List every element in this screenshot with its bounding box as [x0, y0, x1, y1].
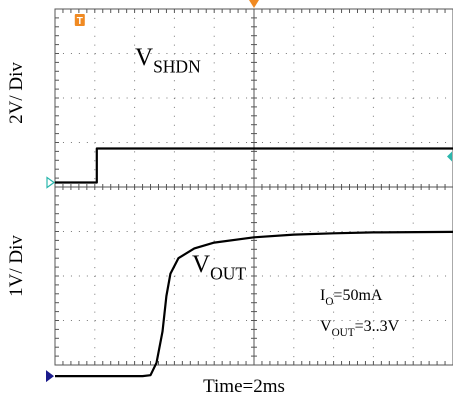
graticule: [54, 8, 453, 366]
trace-label-layer: VSHDN VOUT IO=50mA VOUT=3..3V: [135, 44, 400, 339]
shdn-trace-label: VSHDN: [135, 44, 201, 77]
trigger-marker: [74, 14, 85, 26]
trigger-marker-label: T: [77, 16, 83, 27]
trace-out: [55, 230, 453, 378]
ch1-scale-label: 2V/ Div: [6, 62, 27, 124]
trigger-position-marker: [249, 0, 259, 8]
ch2-ground-marker: [46, 370, 54, 383]
ch2-scale-label: 1V/ Div: [6, 235, 27, 297]
trace-layer: [55, 147, 453, 378]
vout-trace-label: VOUT: [192, 251, 246, 284]
load-current-annotation: IO=50mA: [320, 287, 383, 308]
ch1-ground-marker: [46, 176, 56, 189]
x-axis-label: Time=2ms: [203, 376, 285, 397]
trace-shdn: [55, 147, 453, 184]
ch1-level-marker: [447, 151, 452, 162]
marker-layer: T: [46, 0, 452, 383]
output-voltage-annotation: VOUT=3..3V: [320, 318, 400, 339]
